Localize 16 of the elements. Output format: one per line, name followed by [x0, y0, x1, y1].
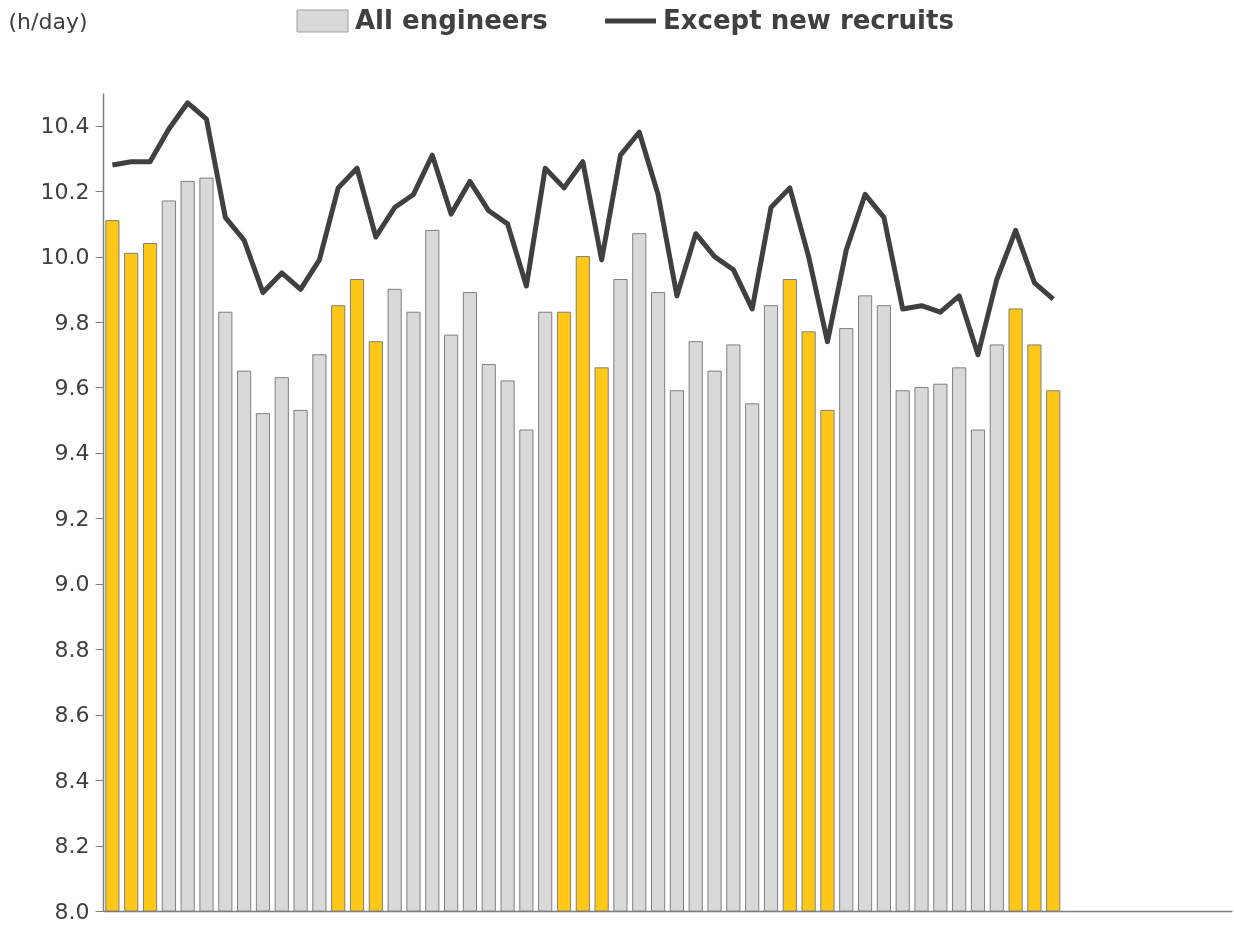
- y-tick-label: 10.4: [40, 113, 90, 139]
- y-tick-label: 9.8: [54, 309, 90, 335]
- y-tick-label: 10.2: [40, 178, 90, 204]
- y-tick-label: 9.6: [54, 374, 90, 400]
- y-axis-title: (h/day): [8, 8, 88, 34]
- y-tick-label: 9.2: [54, 505, 90, 531]
- y-tick-label: 8.2: [54, 833, 90, 859]
- y-tick-label: 8.0: [54, 898, 90, 924]
- y-tick-label: 8.4: [54, 767, 90, 793]
- legend-label: All engineers: [355, 5, 548, 35]
- y-tick-label: 10.0: [40, 244, 90, 270]
- y-tick-label: 9.4: [54, 440, 90, 466]
- y-tick-label: 8.6: [54, 702, 90, 728]
- y-tick-label: 9.0: [54, 571, 90, 597]
- y-tick-label: 8.8: [54, 636, 90, 662]
- legend-label: Except new recruits: [663, 5, 954, 35]
